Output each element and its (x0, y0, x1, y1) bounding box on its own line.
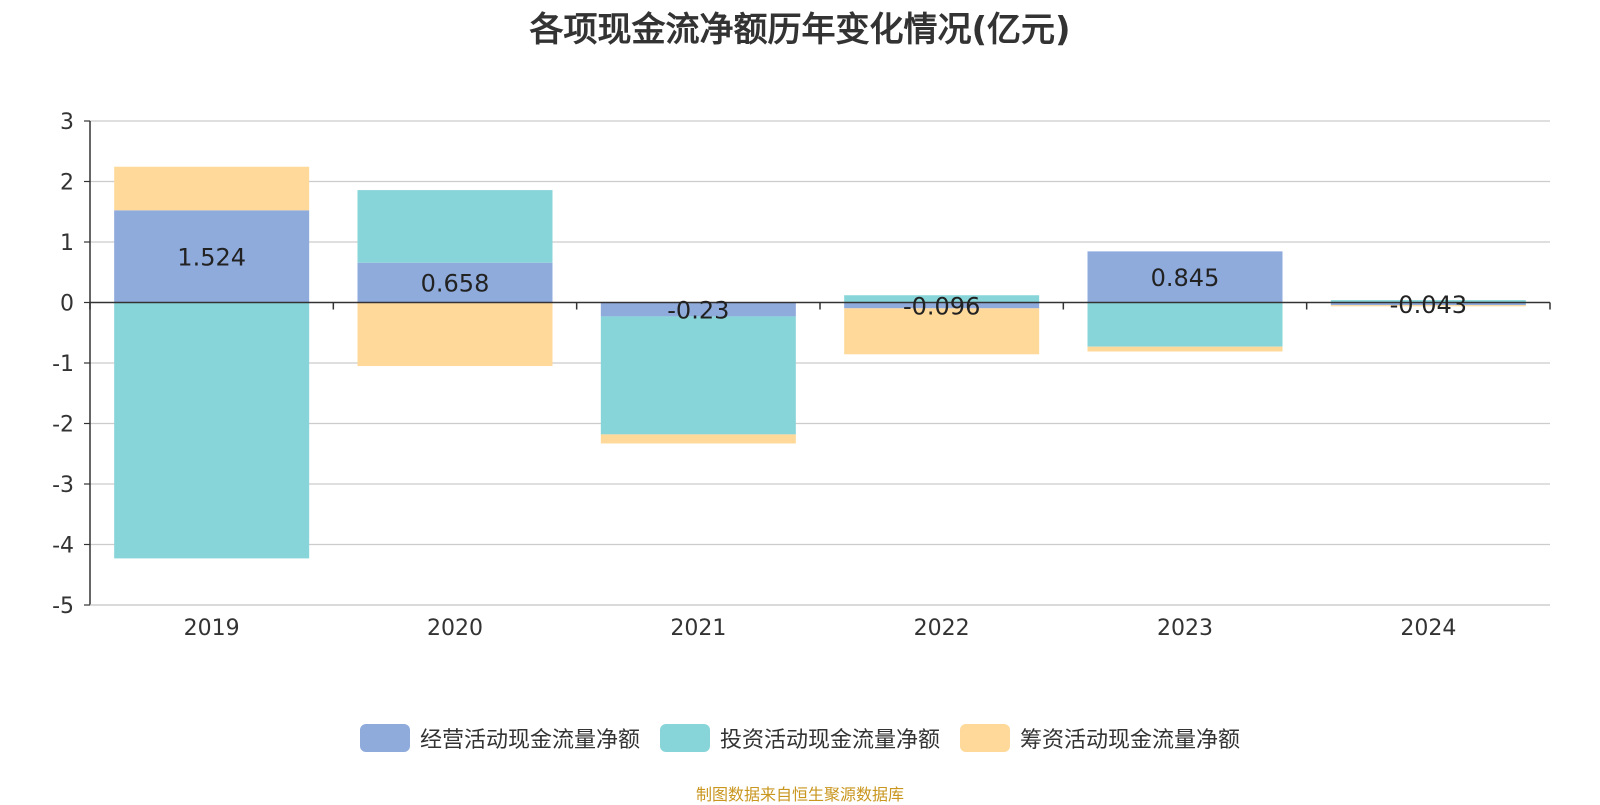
bar-operating-2022 (844, 302, 1040, 309)
legend-label-operating: 经营活动现金流量净额 (419, 728, 640, 753)
x-tick-label: 2023 (1157, 616, 1213, 641)
bar-operating-2021 (600, 302, 796, 317)
x-tick-label: 2024 (1400, 616, 1456, 641)
y-tick-label: -3 (52, 473, 74, 498)
legend-label-financing: 筹资活动现金流量净额 (1020, 728, 1241, 753)
data-label: -0.096 (903, 292, 980, 320)
bar-investing-2022 (844, 295, 1040, 303)
legend-swatch-investing (659, 724, 710, 752)
bar-investing-2020 (357, 190, 553, 263)
data-label: 0.845 (1151, 264, 1220, 292)
y-tick-label: -5 (52, 594, 74, 619)
y-tick-label: -4 (52, 534, 74, 559)
bar-investing-2021 (600, 316, 796, 435)
bar-operating-2024 (1330, 302, 1526, 306)
y-tick-label: 1 (60, 231, 74, 256)
legend-swatch-operating (359, 724, 410, 752)
legend-item-operating[interactable]: 经营活动现金流量净额 (359, 722, 640, 754)
bar-operating-2019 (114, 210, 310, 303)
bar-investing-2023 (1087, 302, 1283, 347)
legend-item-financing[interactable]: 筹资活动现金流量净额 (960, 722, 1240, 754)
x-tick-label: 2019 (184, 616, 240, 641)
data-label: 1.524 (177, 243, 246, 271)
x-tick-label: 2022 (914, 616, 970, 641)
bar-financing-2022 (844, 308, 1040, 355)
bar-investing-2019 (114, 302, 310, 559)
bar-operating-2020 (357, 262, 553, 303)
y-tick-label: 0 (60, 292, 74, 317)
bar-investing-2024 (1330, 300, 1526, 303)
chart-title: 各项现金流净额历年变化情况(亿元) (529, 10, 1071, 50)
bar-financing-2024 (1330, 305, 1526, 307)
data-label: -0.23 (667, 296, 729, 324)
data-label: 0.658 (421, 270, 490, 298)
bar-financing-2019 (114, 166, 310, 211)
y-tick-label: -1 (52, 352, 74, 377)
bar-financing-2023 (1087, 346, 1283, 352)
chart-area: 3 2 1 0 -1 -2 -3 -4 -5 2019 2020 2021 2022 2023 2024 1.… (52, 110, 1551, 641)
bar-financing-2021 (600, 434, 796, 444)
bar-operating-2023 (1087, 251, 1283, 303)
y-tick-label: 3 (60, 110, 74, 135)
legend-swatch-financing (960, 724, 1010, 752)
source-note: 制图数据来自恒生聚源数据库 (695, 785, 904, 804)
y-tick-label: -2 (52, 413, 74, 438)
legend-label-investing: 投资活动现金流量净额 (719, 728, 940, 753)
legend-item-investing[interactable]: 投资活动现金流量净额 (659, 722, 940, 754)
bar-financing-2020 (357, 302, 553, 367)
data-label: -0.043 (1390, 291, 1467, 319)
x-tick-label: 2021 (670, 616, 726, 641)
y-tick-label: 2 (60, 171, 74, 196)
x-tick-label: 2020 (427, 616, 483, 641)
legend: 经营活动现金流量净额 投资活动现金流量净额 筹资活动现金流量净额 (0, 722, 1600, 754)
